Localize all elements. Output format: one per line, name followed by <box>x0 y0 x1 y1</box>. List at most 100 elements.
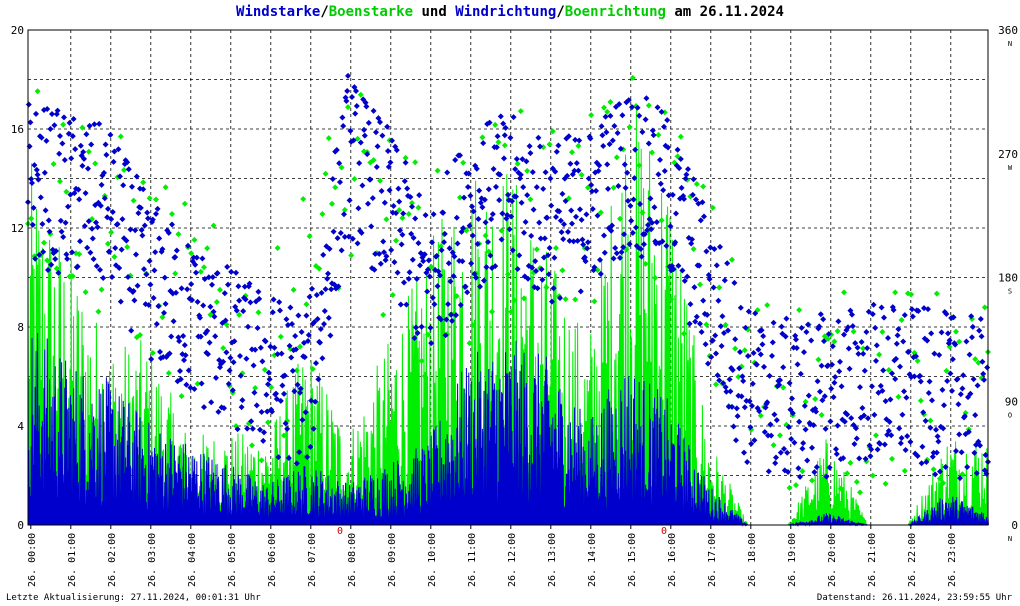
windrichtung-point <box>313 360 319 367</box>
windrichtung-point <box>958 449 965 456</box>
windrichtung-point <box>853 425 859 432</box>
windrichtung-point <box>302 409 309 416</box>
boenrichtung-point <box>700 183 707 190</box>
windrichtung-point <box>844 411 851 418</box>
windrichtung-point <box>858 339 865 346</box>
windrichtung-point <box>93 263 100 270</box>
windrichtung-point <box>867 453 874 460</box>
windrichtung-point <box>251 389 258 396</box>
boenrichtung-point <box>370 157 377 164</box>
windrichtung-point <box>100 274 107 281</box>
windrichtung-point <box>234 426 241 433</box>
title-part-7: am 26.11.2024 <box>665 4 784 20</box>
windrichtung-point <box>934 433 941 440</box>
windrichtung-point <box>899 411 906 418</box>
windrichtung-point <box>943 310 950 317</box>
boenrichtung-point <box>501 142 508 149</box>
windrichtung-point <box>841 418 848 425</box>
windrichtung-point <box>156 235 163 242</box>
windrichtung-point <box>825 362 831 369</box>
boenrichtung-point <box>940 479 947 486</box>
windrichtung-point <box>514 265 521 272</box>
windrichtung-point <box>625 197 631 204</box>
windrichtung-point <box>497 113 504 120</box>
windrichtung-point <box>79 162 86 169</box>
windrichtung-point <box>681 277 688 284</box>
windrichtung-point <box>442 332 449 339</box>
windrichtung-point <box>193 269 199 276</box>
windrichtung-point <box>679 267 686 274</box>
boenrichtung-point <box>319 210 326 217</box>
boenrichtung-point <box>412 159 419 166</box>
windrichtung-point <box>421 251 428 258</box>
windrichtung-point <box>271 344 278 351</box>
windrichtung-point <box>619 112 626 119</box>
windrichtung-point <box>138 227 145 234</box>
windrichtung-point <box>766 372 773 379</box>
boenrichtung-point <box>50 161 57 168</box>
boenrichtung-point <box>197 268 204 275</box>
windrichtung-point <box>38 134 45 141</box>
boenrichtung-point <box>130 197 137 204</box>
windrichtung-point <box>413 275 420 282</box>
windrichtung-point <box>169 221 175 228</box>
boenrichtung-point <box>457 194 463 201</box>
windrichtung-point <box>292 333 299 340</box>
windrichtung-point <box>881 314 887 321</box>
windrichtung-point <box>942 464 949 471</box>
windrichtung-point <box>97 266 103 273</box>
windrichtung-point <box>634 104 641 111</box>
windrichtung-point <box>265 369 272 376</box>
windrichtung-point <box>287 304 294 311</box>
windrichtung-point <box>733 405 740 412</box>
boenrichtung-point <box>194 380 201 387</box>
windrichtung-point <box>315 376 322 383</box>
boenrichtung-point <box>613 154 620 161</box>
windrichtung-point <box>819 397 826 404</box>
windrichtung-point <box>337 229 344 236</box>
windrichtung-point <box>229 387 236 394</box>
windrichtung-point <box>621 231 627 238</box>
windrichtung-point <box>454 240 461 247</box>
windrichtung-point <box>65 203 71 210</box>
windrichtung-point <box>133 251 139 258</box>
windrichtung-point <box>413 324 419 331</box>
windrichtung-point <box>81 155 87 162</box>
boenrichtung-point <box>338 164 345 171</box>
windrichtung-point <box>729 403 735 410</box>
windrichtung-point <box>898 434 905 441</box>
windrichtung-point <box>298 328 305 335</box>
windrichtung-point <box>794 361 801 368</box>
windrichtung-point <box>466 222 473 229</box>
windrichtung-point <box>74 263 81 270</box>
windrichtung-point <box>117 298 124 305</box>
boenrichtung-point <box>831 338 838 345</box>
windrichtung-point <box>153 321 160 328</box>
windrichtung-point <box>907 438 914 445</box>
boenrichtung-point <box>505 271 511 278</box>
windrichtung-point <box>591 264 598 271</box>
windrichtung-point <box>489 211 496 218</box>
windrichtung-point <box>624 169 631 176</box>
windrichtung-point <box>901 388 907 395</box>
windrichtung-point <box>112 245 119 252</box>
windrichtung-point <box>827 418 834 425</box>
windrichtung-point <box>770 319 777 326</box>
windrichtung-point <box>166 350 173 357</box>
x-tick-label: 26. 00:00 <box>27 533 38 587</box>
windrichtung-point <box>483 264 490 271</box>
windrichtung-point <box>228 268 235 275</box>
windrichtung-point <box>462 283 469 290</box>
windrichtung-point <box>89 225 95 232</box>
windrichtung-point <box>513 155 520 162</box>
windrichtung-point <box>305 337 311 344</box>
windrichtung-point <box>780 364 787 371</box>
windrichtung-point <box>155 303 162 310</box>
windrichtung-point <box>541 235 548 242</box>
windrichtung-point <box>831 379 838 386</box>
windrichtung-point <box>152 249 159 256</box>
windrichtung-point <box>98 181 105 188</box>
windrichtung-point <box>226 367 233 374</box>
windrichtung-point <box>733 437 739 444</box>
windrichtung-point <box>569 220 575 227</box>
